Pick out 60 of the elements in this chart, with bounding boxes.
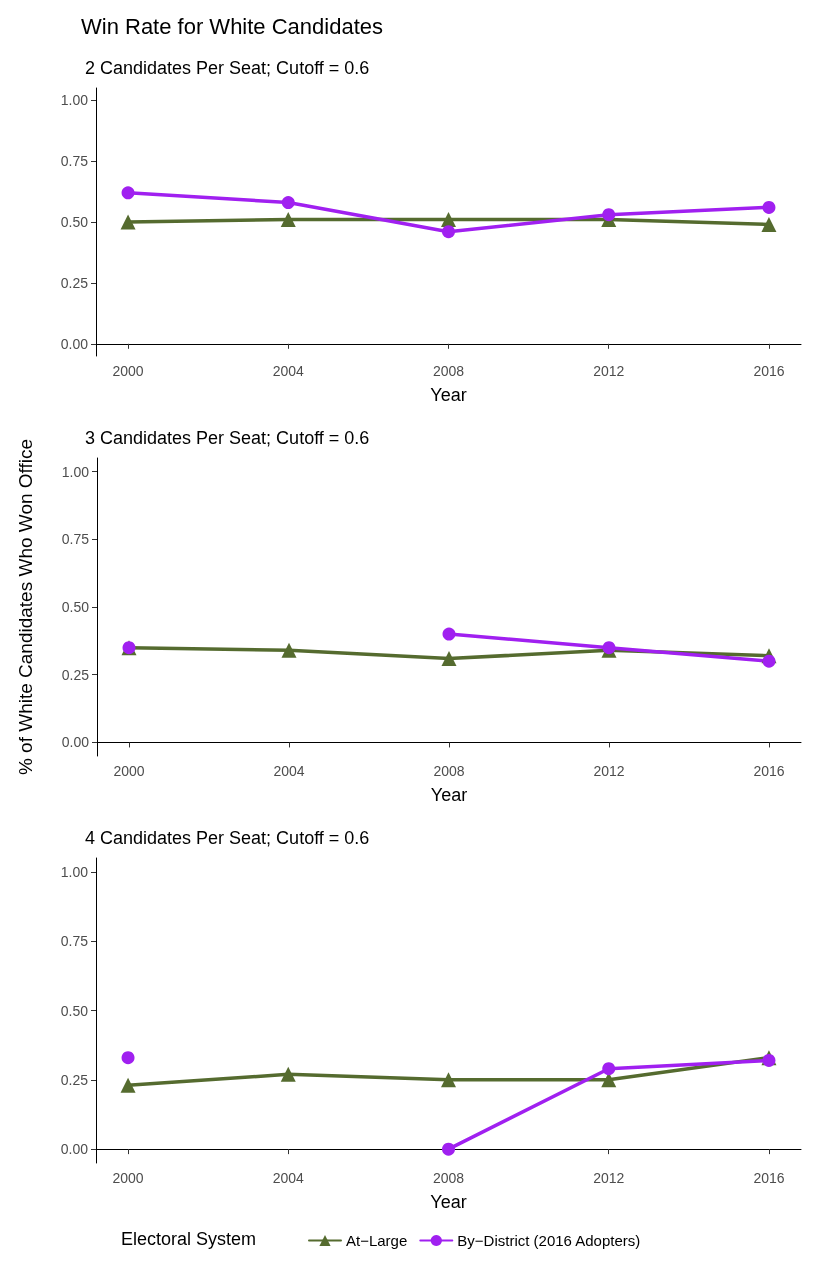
y-tick-label: 0.50	[61, 599, 90, 615]
y-tick-label: 0.25	[61, 666, 90, 683]
y-tick-label: 0.00	[60, 1141, 89, 1158]
x-tick-label: 2000	[112, 1170, 144, 1186]
point	[280, 212, 296, 228]
x-tick-label: 2016	[753, 363, 785, 379]
x-axis-title: Year	[430, 385, 467, 405]
x-tick-label: 2016	[753, 1170, 785, 1186]
y-tick-label: 0.00	[61, 734, 90, 751]
y-tick-label: 0.50	[60, 1002, 89, 1019]
point	[281, 642, 297, 658]
x-tick-label: 2012	[593, 363, 625, 379]
point	[441, 1072, 456, 1088]
legend-label: At−Large	[346, 1232, 408, 1249]
point	[442, 225, 455, 239]
chart-title: Win Rate for White Candidates	[81, 13, 384, 39]
point	[761, 216, 777, 232]
x-tick-label: 2016	[753, 763, 785, 779]
x-axis-title: Year	[430, 785, 468, 805]
y-tick-label: 1.00	[61, 463, 90, 480]
point	[602, 1062, 616, 1076]
chart-subtitle: 2 Candidates Per Seat; Cutoff = 0.6	[85, 58, 370, 78]
chart-subtitle: 3 Candidates Per Seat; Cutoff = 0.6	[85, 428, 370, 448]
y-tick-label: 0.75	[60, 153, 89, 170]
point	[441, 212, 456, 228]
x-tick-label: 2012	[593, 763, 625, 779]
x-tick-label: 2012	[593, 1170, 625, 1186]
x-tick-label: 2004	[272, 1170, 305, 1186]
y-tick-label: 0.00	[60, 335, 89, 352]
x-tick-label: 2000	[112, 363, 144, 379]
legend-title: Electoral System	[121, 1229, 257, 1249]
x-tick-label: 2008	[432, 363, 465, 379]
x-tick-label: 2008	[432, 1170, 465, 1186]
x-tick-label: 2000	[113, 763, 145, 779]
point	[762, 654, 776, 668]
y-tick-label: 1.00	[60, 92, 89, 109]
point	[442, 627, 456, 641]
point	[121, 186, 135, 200]
chart-subtitle: 4 Candidates Per Seat; Cutoff = 0.6	[85, 828, 370, 848]
point	[441, 650, 457, 666]
point	[762, 200, 776, 214]
point	[602, 208, 616, 222]
y-tick-label: 1.00	[60, 863, 89, 880]
x-tick-label: 2008	[433, 763, 465, 779]
y-tick-label: 0.25	[60, 1071, 89, 1088]
x-axis-title: Year	[430, 1192, 467, 1212]
y-tick-label: 0.75	[60, 933, 89, 950]
x-tick-label: 2004	[272, 363, 305, 379]
point	[120, 214, 136, 230]
y-axis-title: % of White Candidates Who Won Office	[15, 438, 36, 776]
x-tick-label: 2004	[273, 763, 305, 779]
y-tick-label: 0.50	[60, 214, 89, 230]
point	[120, 1077, 136, 1093]
point	[280, 1066, 296, 1082]
point	[121, 1051, 135, 1065]
legend-label: By−District (2016 Adopters)	[457, 1232, 641, 1249]
point	[281, 196, 295, 210]
y-tick-label: 0.25	[60, 274, 89, 291]
point	[442, 1142, 455, 1156]
y-tick-label: 0.75	[61, 531, 90, 548]
